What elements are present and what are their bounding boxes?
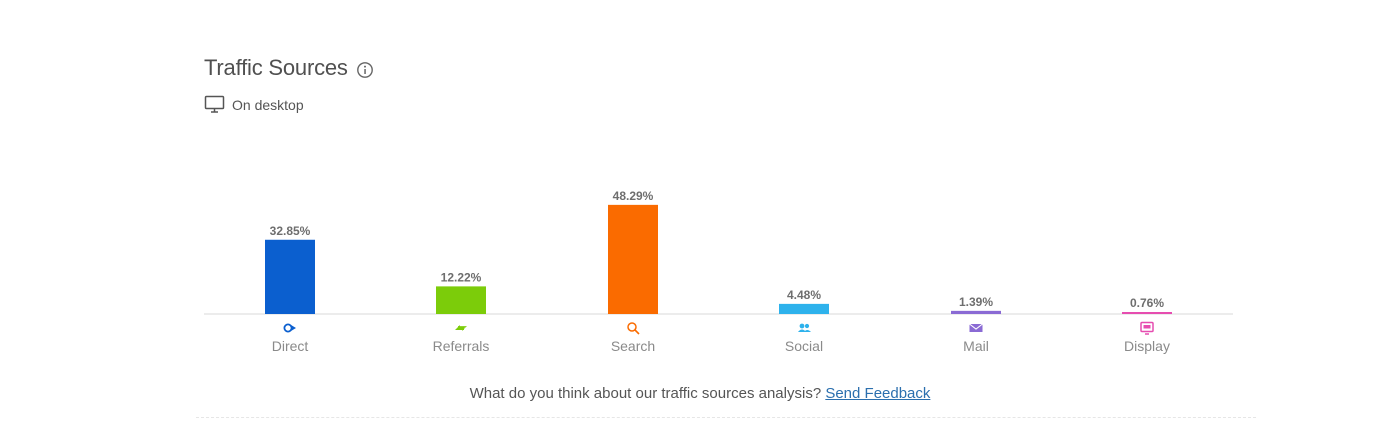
bar-direct [265, 239, 315, 314]
direct-icon [283, 323, 296, 333]
device-filter: On desktop [204, 95, 304, 115]
category-label-referrals: Referrals [433, 338, 490, 354]
category-label-display: Display [1124, 338, 1170, 354]
bar-search [608, 204, 658, 314]
mail-icon [969, 323, 983, 332]
bar-value-label: 1.39% [959, 295, 993, 309]
category-label-social: Social [785, 338, 823, 354]
device-label: On desktop [232, 97, 304, 113]
send-feedback-link[interactable]: Send Feedback [825, 385, 931, 402]
category-label-mail: Mail [963, 338, 989, 354]
bar-display [1122, 312, 1172, 314]
display-icon [1140, 321, 1154, 335]
search-icon [627, 322, 640, 335]
bar-value-label: 48.29% [613, 189, 654, 203]
referrals-icon [455, 325, 467, 331]
bar-mail [951, 310, 1001, 314]
chart-title: Traffic Sources [204, 55, 348, 80]
category-label-direct: Direct [272, 338, 309, 354]
bar-value-label: 32.85% [270, 224, 311, 238]
bar-social [779, 303, 829, 314]
category-label-search: Search [611, 338, 655, 354]
bar-value-label: 12.22% [441, 270, 482, 284]
bar-value-label: 0.76% [1130, 296, 1164, 310]
chart-header: Traffic Sources [204, 55, 374, 81]
traffic-sources-chart: 32.85% Direct 12.22% Referrals 48.29% Search 4… [204, 189, 1233, 354]
feedback-question: What do you think about our traffic sour… [469, 385, 822, 402]
social-icon [798, 323, 811, 332]
bar-referrals [436, 286, 486, 314]
info-icon[interactable] [356, 61, 374, 79]
desktop-icon [204, 95, 226, 115]
divider [196, 417, 1256, 418]
bar-value-label: 4.48% [787, 288, 821, 302]
feedback-row: What do you think about our traffic sour… [0, 385, 1400, 402]
